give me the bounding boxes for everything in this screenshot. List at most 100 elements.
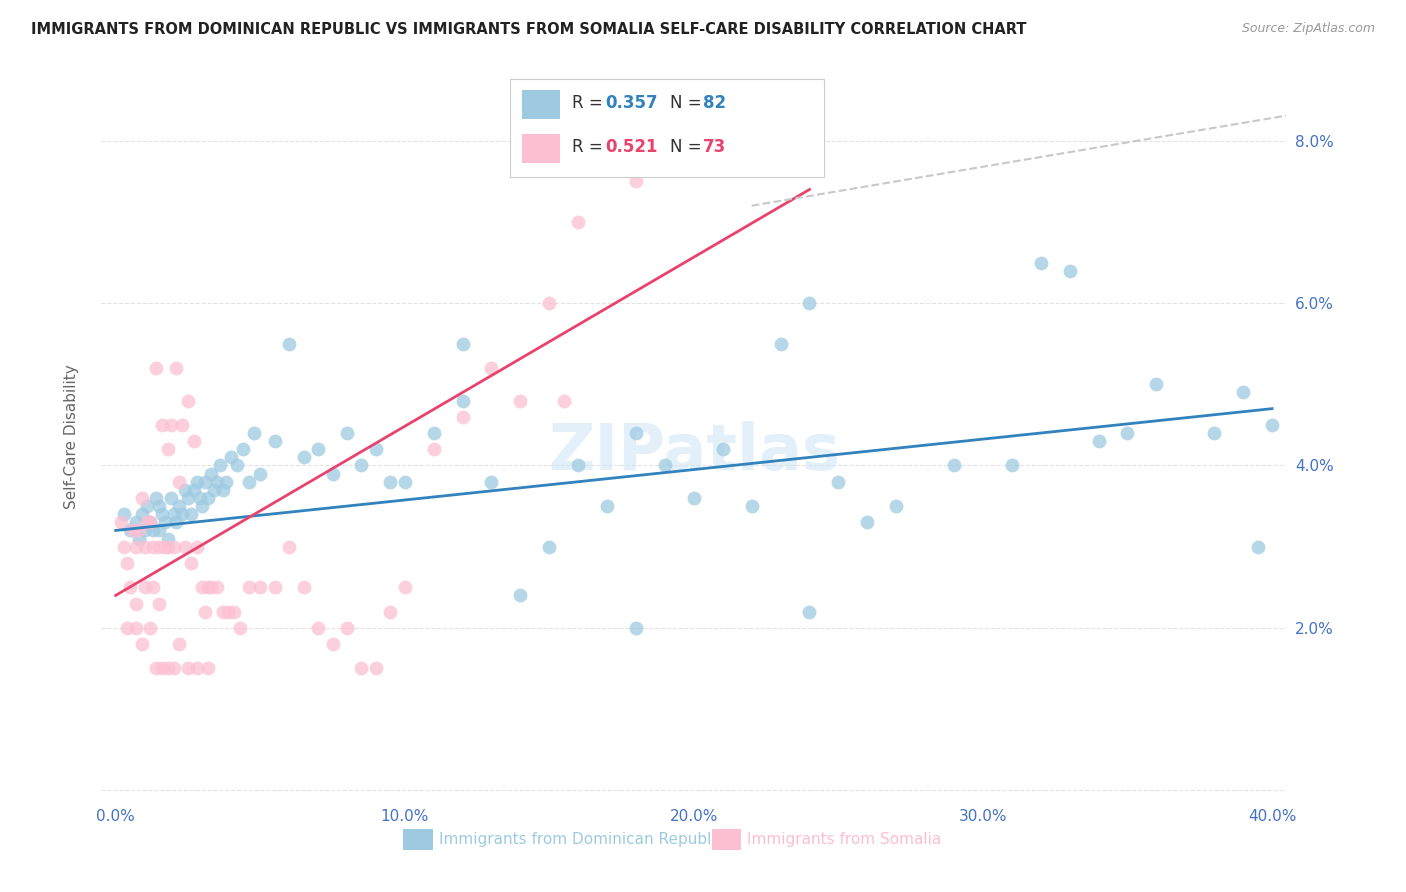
Point xyxy=(139,516,162,530)
Point xyxy=(180,507,202,521)
Point xyxy=(509,588,531,602)
Point xyxy=(553,393,575,408)
Point xyxy=(238,580,260,594)
Point xyxy=(205,475,228,489)
Point xyxy=(211,605,233,619)
Point xyxy=(120,580,142,594)
Point xyxy=(110,516,132,530)
Point xyxy=(229,621,252,635)
Point xyxy=(1144,377,1167,392)
Point xyxy=(509,393,531,408)
Point xyxy=(1087,434,1109,449)
Bar xyxy=(522,90,560,120)
Point xyxy=(159,491,181,505)
Point xyxy=(481,361,503,376)
Point xyxy=(769,336,792,351)
Point xyxy=(654,458,676,473)
Point xyxy=(128,524,150,538)
Text: IMMIGRANTS FROM DOMINICAN REPUBLIC VS IMMIGRANTS FROM SOMALIA SELF-CARE DISABILI: IMMIGRANTS FROM DOMINICAN REPUBLIC VS IM… xyxy=(31,22,1026,37)
Point xyxy=(827,475,849,489)
Point xyxy=(150,417,173,432)
Point xyxy=(538,296,561,310)
Point xyxy=(214,475,236,489)
Point xyxy=(148,540,170,554)
Point xyxy=(174,483,197,497)
Point xyxy=(1029,255,1052,269)
Point xyxy=(567,215,589,229)
Point xyxy=(134,524,156,538)
Point xyxy=(150,507,173,521)
Point xyxy=(148,499,170,513)
Text: Immigrants from Dominican Republic: Immigrants from Dominican Republic xyxy=(439,832,724,847)
Point xyxy=(422,442,444,457)
Point xyxy=(125,621,148,635)
Point xyxy=(169,475,191,489)
Point xyxy=(1261,417,1284,432)
Point xyxy=(350,458,373,473)
Point xyxy=(1246,540,1268,554)
Point xyxy=(336,621,359,635)
Point xyxy=(156,442,179,457)
Point xyxy=(120,524,142,538)
Point xyxy=(307,442,329,457)
Point xyxy=(451,393,474,408)
Point xyxy=(538,540,561,554)
Point xyxy=(451,409,474,424)
Y-axis label: Self-Care Disability: Self-Care Disability xyxy=(65,365,79,509)
Point xyxy=(202,483,225,497)
Point xyxy=(380,605,402,619)
Text: R =: R = xyxy=(572,137,607,155)
Point xyxy=(292,450,315,465)
Point xyxy=(142,540,165,554)
Point xyxy=(162,540,184,554)
Point xyxy=(292,580,315,594)
Point xyxy=(221,450,243,465)
Point xyxy=(180,556,202,570)
Point xyxy=(799,296,821,310)
Text: 0.357: 0.357 xyxy=(605,95,658,112)
Point xyxy=(156,540,179,554)
Point xyxy=(364,442,387,457)
Point xyxy=(131,507,153,521)
Text: Source: ZipAtlas.com: Source: ZipAtlas.com xyxy=(1241,22,1375,36)
Text: 82: 82 xyxy=(703,95,727,112)
Point xyxy=(150,661,173,675)
Point xyxy=(122,524,145,538)
Point xyxy=(177,393,200,408)
Point xyxy=(134,580,156,594)
Point xyxy=(186,540,208,554)
Point xyxy=(197,661,219,675)
Point xyxy=(1059,263,1081,277)
Point xyxy=(134,540,156,554)
Point xyxy=(136,516,159,530)
Point xyxy=(159,417,181,432)
Point xyxy=(943,458,966,473)
Point xyxy=(186,661,208,675)
Point xyxy=(125,540,148,554)
Point xyxy=(856,516,879,530)
Point xyxy=(422,425,444,440)
Text: Immigrants from Somalia: Immigrants from Somalia xyxy=(747,832,942,847)
Point xyxy=(321,637,343,651)
Point xyxy=(197,580,219,594)
Point xyxy=(139,621,162,635)
Point xyxy=(226,458,249,473)
Point xyxy=(624,621,647,635)
Point xyxy=(172,417,194,432)
Point xyxy=(243,425,266,440)
Point xyxy=(624,174,647,188)
Text: N =: N = xyxy=(671,95,707,112)
Point xyxy=(112,540,135,554)
Point xyxy=(172,507,194,521)
Text: N =: N = xyxy=(671,137,707,155)
Point xyxy=(217,605,239,619)
Point xyxy=(165,361,187,376)
Bar xyxy=(404,829,433,850)
Point xyxy=(1232,385,1254,400)
Point xyxy=(394,475,416,489)
Point xyxy=(142,524,165,538)
Point xyxy=(188,491,211,505)
Point xyxy=(139,516,162,530)
Point xyxy=(380,475,402,489)
Point xyxy=(117,621,139,635)
